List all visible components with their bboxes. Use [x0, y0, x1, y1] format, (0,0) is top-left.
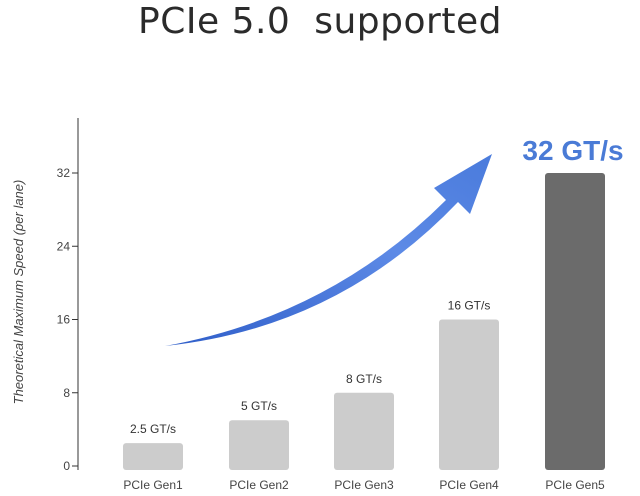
trend-arrow-icon	[165, 154, 492, 346]
y-axis-title: Theoretical Maximum Speed (per lane)	[11, 180, 26, 405]
y-tick-label: 8	[63, 386, 70, 400]
bar-pcie-gen4	[439, 319, 499, 470]
data-label: 16 GT/s	[448, 299, 491, 313]
data-label: 5 GT/s	[241, 399, 277, 413]
page-title: PCIe 5.0 supported	[138, 1, 502, 42]
bar-pcie-gen2	[229, 420, 289, 470]
y-tick-label: 24	[57, 239, 71, 253]
data-label: 2.5 GT/s	[130, 422, 176, 436]
data-label: 8 GT/s	[346, 372, 382, 386]
x-tick-label: PCIe Gen2	[229, 478, 289, 492]
data-label-highlight: 32 GT/s	[522, 135, 623, 166]
y-tick-label: 16	[57, 313, 71, 327]
bar-pcie-gen3	[334, 392, 394, 470]
bar-pcie-gen5	[545, 173, 605, 470]
y-tick-label: 0	[63, 459, 70, 473]
x-tick-label: PCIe Gen1	[123, 478, 183, 492]
x-tick-label: PCIe Gen4	[439, 478, 499, 492]
bar-pcie-gen1	[123, 443, 183, 470]
y-tick-label: 32	[57, 166, 71, 180]
x-tick-label: PCIe Gen3	[334, 478, 394, 492]
x-tick-label: PCIe Gen5	[545, 478, 605, 492]
